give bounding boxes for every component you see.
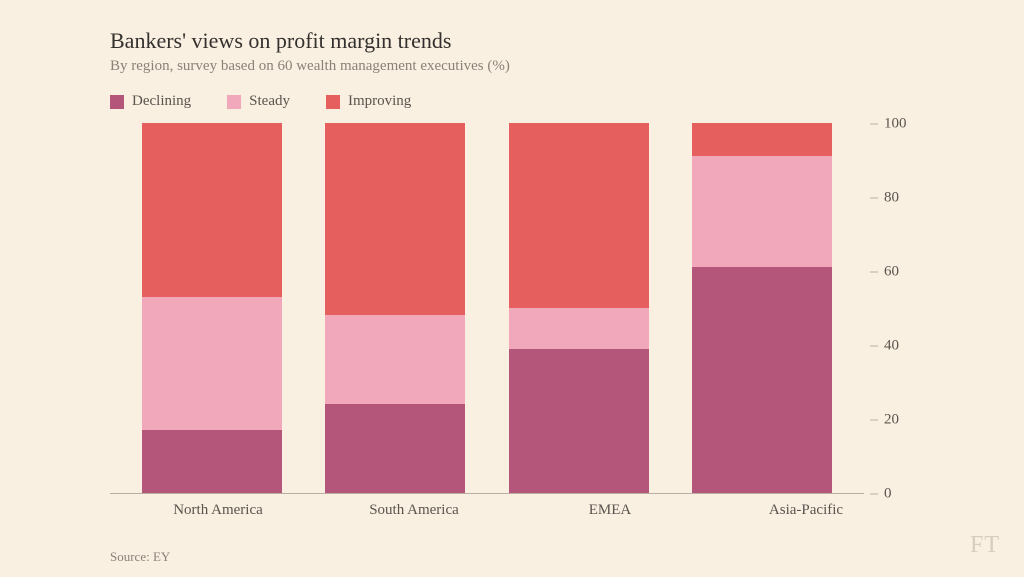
legend-label: Steady (249, 93, 290, 110)
bar-segment-improving (692, 123, 832, 156)
bar-segment-declining (509, 349, 649, 493)
bar (142, 123, 282, 493)
y-tick-label: 40 (884, 338, 914, 355)
chart-container: Bankers' views on profit margin trends B… (0, 0, 1024, 577)
y-tick-mark (870, 198, 878, 199)
y-tick: 0 (870, 486, 914, 503)
x-axis-label: EMEA (512, 502, 708, 519)
bar-column (304, 123, 488, 493)
legend-label: Improving (348, 93, 411, 110)
y-tick: 60 (870, 264, 914, 281)
bar-segment-steady (692, 156, 832, 267)
bar-column (120, 123, 304, 493)
y-tick-label: 80 (884, 190, 914, 207)
y-tick-mark (870, 272, 878, 273)
bar-segment-improving (325, 123, 465, 315)
bar (325, 123, 465, 493)
y-tick: 40 (870, 338, 914, 355)
bar-segment-improving (509, 123, 649, 308)
y-tick-label: 0 (884, 486, 914, 503)
bar (692, 123, 832, 493)
chart-source: Source: EY (110, 549, 914, 565)
bar-column (487, 123, 671, 493)
chart-title: Bankers' views on profit margin trends (110, 28, 914, 54)
x-axis-label: South America (316, 502, 512, 519)
bar-segment-declining (692, 267, 832, 493)
chart-subtitle: By region, survey based on 60 wealth man… (110, 58, 914, 75)
y-tick-mark (870, 346, 878, 347)
y-tick-label: 100 (884, 116, 914, 133)
bar-segment-steady (509, 308, 649, 349)
bar-segment-declining (325, 404, 465, 493)
y-tick-label: 20 (884, 412, 914, 429)
y-tick-mark (870, 494, 878, 495)
y-tick: 80 (870, 190, 914, 207)
y-tick-mark (870, 124, 878, 125)
bar-segment-steady (325, 315, 465, 404)
x-axis-label: Asia-Pacific (708, 502, 904, 519)
bar (509, 123, 649, 493)
x-axis-label: North America (120, 502, 316, 519)
y-tick-mark (870, 420, 878, 421)
y-tick: 20 (870, 412, 914, 429)
legend-swatch-declining (110, 95, 124, 109)
bar-column (671, 123, 855, 493)
bar-segment-declining (142, 430, 282, 493)
bars-area (110, 124, 864, 494)
legend-item-declining: Declining (110, 93, 191, 110)
y-tick: 100 (870, 116, 914, 133)
plot-area: 020406080100 (110, 124, 914, 494)
legend-swatch-improving (326, 95, 340, 109)
bar-segment-improving (142, 123, 282, 297)
y-tick-label: 60 (884, 264, 914, 281)
legend-swatch-steady (227, 95, 241, 109)
legend-item-steady: Steady (227, 93, 290, 110)
ft-logo: FT (970, 532, 1000, 559)
bar-segment-steady (142, 297, 282, 430)
legend-item-improving: Improving (326, 93, 411, 110)
x-axis-labels: North AmericaSouth AmericaEMEAAsia-Pacif… (110, 494, 914, 519)
legend: Declining Steady Improving (110, 93, 914, 110)
legend-label: Declining (132, 93, 191, 110)
y-axis: 020406080100 (864, 124, 914, 494)
